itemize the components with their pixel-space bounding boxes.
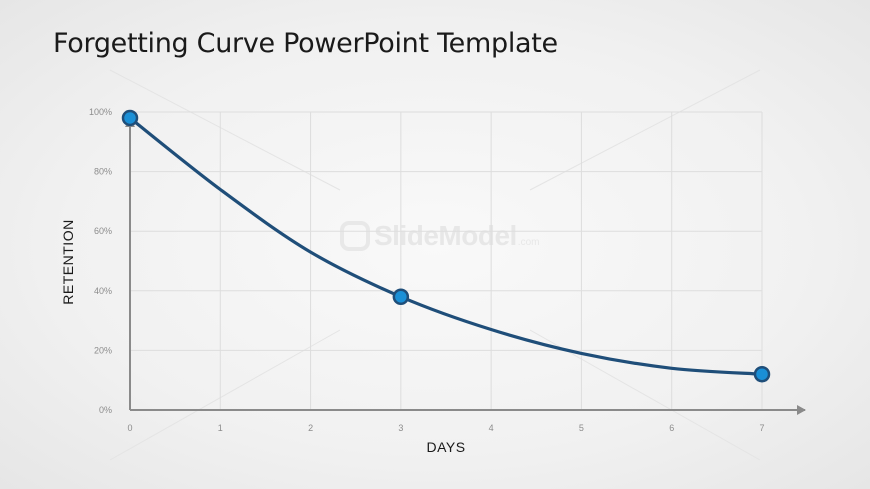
x-tick-label: 1	[218, 423, 223, 433]
slide-title: Forgetting Curve PowerPoint Template	[53, 28, 558, 59]
watermark-suffix: .com	[517, 236, 540, 248]
decor-line	[109, 329, 341, 461]
data-point-marker	[392, 288, 410, 306]
x-tick-label: 5	[579, 423, 584, 433]
x-tick-label: 6	[669, 423, 674, 433]
x-tick-label: 7	[759, 423, 764, 433]
data-point-marker	[753, 365, 771, 383]
slidemodel-logo-icon	[340, 221, 370, 251]
watermark-logo: SlideModel .com	[340, 220, 539, 252]
x-tick-label: 3	[398, 423, 403, 433]
watermark-text: SlideModel	[374, 220, 517, 251]
y-axis-label: RETENTION	[60, 219, 76, 305]
x-axis-arrow-icon	[797, 405, 806, 415]
x-tick-label: 4	[489, 423, 494, 433]
y-tick-label: 0%	[99, 405, 112, 415]
x-axis-label: DAYS	[426, 439, 466, 455]
y-tick-label: 80%	[94, 167, 112, 177]
x-tick-label: 0	[127, 423, 132, 433]
decor-line	[109, 69, 341, 191]
x-tick-label: 2	[308, 423, 313, 433]
retention-curve-line	[128, 116, 764, 376]
data-point-marker	[121, 109, 139, 127]
y-tick-label: 20%	[94, 345, 112, 355]
decor-line	[529, 69, 761, 191]
y-tick-label: 40%	[94, 286, 112, 296]
y-tick-label: 60%	[94, 226, 112, 236]
y-tick-label: 100%	[89, 107, 112, 117]
